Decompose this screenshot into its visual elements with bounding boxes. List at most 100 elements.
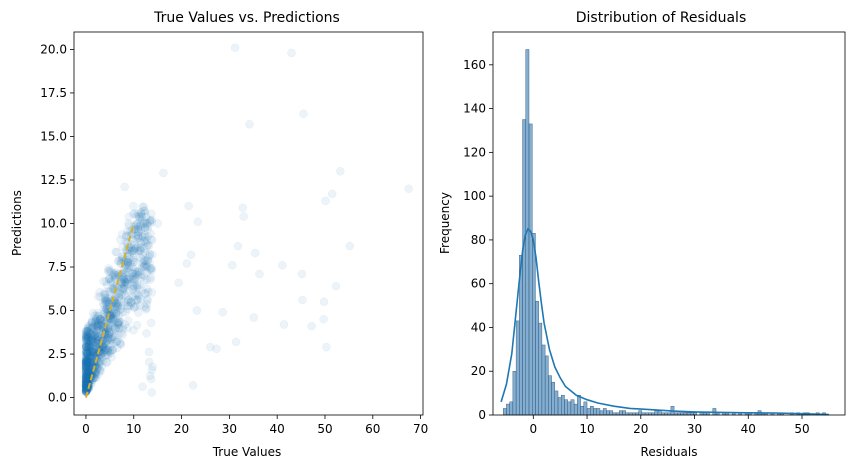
histogram-bar <box>599 410 604 416</box>
x-tick-label: 0 <box>529 422 537 436</box>
scatter-point <box>143 240 153 250</box>
scatter-point <box>123 301 132 310</box>
scatter-point <box>81 378 91 388</box>
scatter-point <box>82 361 92 370</box>
scatter-point <box>146 229 155 238</box>
scatter-point <box>139 218 149 228</box>
scatter-point <box>124 275 134 284</box>
scatter-point <box>134 267 143 277</box>
scatter-point <box>102 296 111 306</box>
scatter-point <box>136 246 145 255</box>
scatter-point <box>231 337 241 347</box>
scatter-point <box>87 333 97 343</box>
scatter-point <box>132 267 142 276</box>
scatter-point <box>136 253 145 262</box>
scatter-point <box>115 315 124 324</box>
scatter-point <box>184 201 193 211</box>
scatter-point <box>139 262 148 272</box>
scatter-point <box>83 348 92 358</box>
scatter-point <box>92 311 101 320</box>
scatter-point <box>89 346 98 356</box>
scatter-point <box>108 314 118 323</box>
scatter-point <box>81 352 91 361</box>
scatter-point <box>94 292 103 301</box>
scatter-point <box>129 257 138 267</box>
scatter-point <box>140 236 150 246</box>
scatter-point <box>108 345 118 354</box>
histogram-title: Distribution of Residuals <box>576 10 747 26</box>
scatter-point <box>81 355 91 365</box>
scatter-point <box>83 360 93 369</box>
scatter-point <box>108 336 117 345</box>
scatter-point <box>123 274 133 284</box>
scatter-point <box>130 302 139 312</box>
scatter-point <box>98 298 108 308</box>
scatter-point <box>81 342 91 352</box>
scatter-point <box>114 256 123 266</box>
scatter-point <box>119 274 128 283</box>
scatter-point <box>122 279 131 288</box>
scatter-point <box>114 292 124 302</box>
scatter-point <box>110 316 119 325</box>
scatter-point <box>138 258 147 267</box>
x-tick-label: 20 <box>633 422 648 436</box>
scatter-point <box>87 323 97 332</box>
scatter-point <box>81 331 91 340</box>
scatter-point <box>82 358 92 367</box>
scatter-point <box>136 294 145 304</box>
scatter-point <box>133 296 142 305</box>
scatter-point <box>103 335 112 345</box>
scatter-point <box>85 321 95 330</box>
scatter-point <box>81 355 91 364</box>
scatter-point <box>212 344 221 354</box>
scatter-point <box>86 348 95 357</box>
scatter-point <box>91 369 100 379</box>
scatter-point <box>103 297 112 307</box>
scatter-point <box>82 378 91 388</box>
scatter-point <box>147 288 157 297</box>
scatter-point <box>137 286 147 295</box>
scatter-point <box>83 343 93 352</box>
histogram-bar <box>593 408 597 416</box>
scatter-point <box>81 378 91 387</box>
scatter-point <box>112 292 121 301</box>
scatter-point <box>118 325 128 334</box>
scatter-point <box>81 357 91 367</box>
scatter-point <box>87 346 97 356</box>
scatter-point <box>114 317 123 327</box>
scatter-point <box>141 223 150 233</box>
scatter-point <box>139 262 149 272</box>
histogram-bar <box>544 355 549 416</box>
scatter-point <box>112 337 121 347</box>
histogram-bar <box>548 375 552 416</box>
scatter-point <box>159 168 168 178</box>
scatter-point <box>86 335 96 344</box>
scatter-point <box>138 250 147 259</box>
scatter-point <box>122 275 131 284</box>
scatter-point <box>82 366 91 376</box>
scatter-point <box>94 358 104 368</box>
scatter-point <box>134 233 143 243</box>
scatter-point <box>127 274 136 283</box>
scatter-point <box>113 307 122 317</box>
scatter-point <box>137 254 147 263</box>
histogram-bar <box>577 395 581 416</box>
scatter-point <box>128 269 138 278</box>
scatter-point <box>82 370 91 379</box>
scatter-point <box>81 358 91 368</box>
scatter-point <box>117 230 127 239</box>
scatter-point <box>82 330 92 340</box>
scatter-point <box>124 267 133 276</box>
scatter-point <box>146 235 156 244</box>
scatter-point <box>133 225 142 235</box>
scatter-point <box>86 345 95 355</box>
scatter-point <box>136 238 146 248</box>
scatter-point <box>135 245 145 255</box>
scatter-point <box>96 316 106 325</box>
scatter-point <box>83 376 93 386</box>
scatter-point <box>88 333 98 342</box>
scatter-point <box>128 292 137 302</box>
scatter-point <box>82 355 91 364</box>
scatter-point <box>104 334 113 343</box>
scatter-point <box>100 345 109 355</box>
